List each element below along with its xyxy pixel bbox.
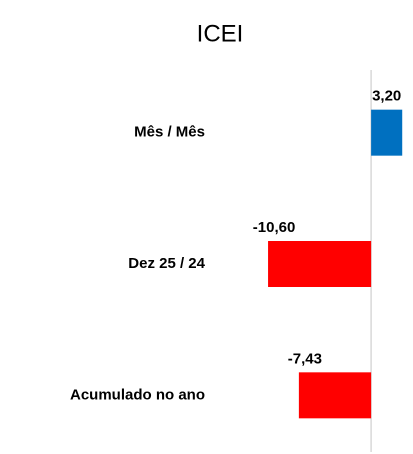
value-label: -10,60 [253, 219, 296, 236]
value-label: 3,20 [372, 88, 401, 105]
bar [371, 109, 403, 156]
category-label: Dez 25 / 24 [128, 255, 205, 272]
bar [268, 241, 372, 287]
bar [298, 372, 372, 419]
chart-title: ICEI [197, 20, 244, 47]
value-label: -7,43 [288, 350, 322, 367]
category-label: Mês / Mês [134, 124, 205, 141]
category-label: Acumulado no ano [70, 386, 205, 403]
